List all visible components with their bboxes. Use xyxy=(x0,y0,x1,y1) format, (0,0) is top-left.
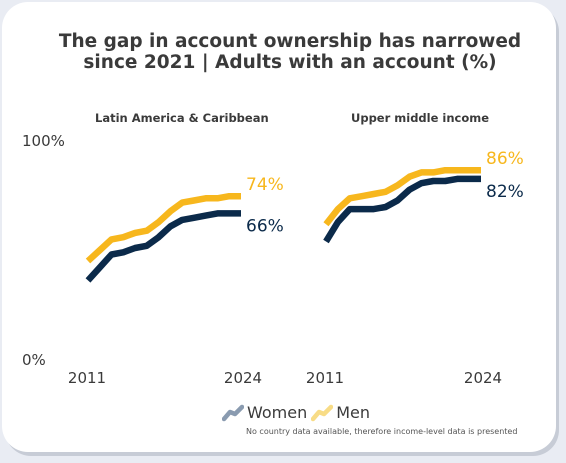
x-tick-label: 2011 xyxy=(68,369,106,387)
legend-label-women: Women xyxy=(247,403,308,422)
series-line-women xyxy=(323,175,481,244)
y-tick-label: 0% xyxy=(22,351,46,369)
x-tick-label: 2024 xyxy=(464,369,502,387)
data-label-women: 82% xyxy=(486,182,524,202)
y-tick-label: 100% xyxy=(22,132,65,150)
chart-card xyxy=(2,2,556,452)
legend-item-women: Women xyxy=(222,403,307,422)
panel-title-upper-middle-income: Upper middle income xyxy=(351,111,490,125)
data-label-men: 86% xyxy=(486,149,524,169)
series-line-women xyxy=(85,210,241,283)
trend-icon xyxy=(222,404,244,421)
trend-icon xyxy=(311,404,334,421)
legend-label-men: Men xyxy=(336,403,371,422)
data-label-women: 66% xyxy=(246,216,284,236)
series-line-men xyxy=(323,166,481,227)
legend-item-men: Men xyxy=(311,403,370,422)
data-label-men: 74% xyxy=(246,175,284,195)
series-line-men xyxy=(85,192,241,264)
x-tick-label: 2024 xyxy=(224,369,262,387)
chart-title: The gap in account ownership has narrowe… xyxy=(58,31,522,73)
panel-title-latin-america: Latin America & Caribbean xyxy=(95,111,269,125)
x-tick-label: 2011 xyxy=(306,369,344,387)
legend: Women Men xyxy=(222,403,374,422)
footnote: No country data available, therefore inc… xyxy=(246,427,518,436)
